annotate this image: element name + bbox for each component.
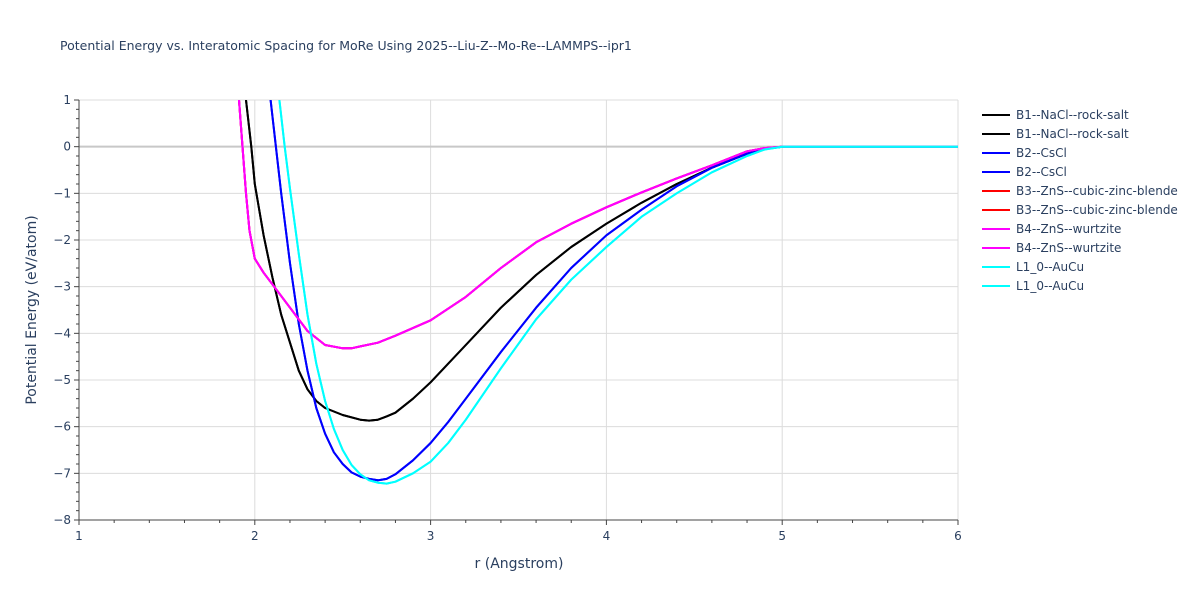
series-line-7[interactable] <box>238 100 958 350</box>
legend-item[interactable]: B4--ZnS--wurtzite <box>982 222 1121 236</box>
legend-item[interactable]: B2--CsCl <box>982 146 1067 160</box>
series-line-9[interactable] <box>278 100 958 485</box>
chart-title: Potential Energy vs. Interatomic Spacing… <box>60 38 632 53</box>
legend-item[interactable]: B1--NaCl--rock-salt <box>982 108 1129 122</box>
y-tick-label: −3 <box>53 280 71 294</box>
series-line-2[interactable] <box>269 100 958 482</box>
axes: 1 2 3 4 5 6 1 0 −1 −2 −3 −4 −5 −6 −7 −8 <box>53 93 962 543</box>
legend-label: L1_0--AuCu <box>1016 279 1084 293</box>
x-tick-label: 6 <box>954 529 962 543</box>
series-line-0[interactable] <box>245 100 958 422</box>
series-line-8[interactable] <box>278 100 958 485</box>
grid <box>79 99 959 520</box>
legend-label: L1_0--AuCu <box>1016 260 1084 274</box>
series-line-3[interactable] <box>269 100 958 482</box>
plot-area[interactable] <box>238 100 958 485</box>
x-tick-label: 4 <box>603 529 611 543</box>
x-axis-title: r (Angstrom) <box>475 556 564 572</box>
legend[interactable]: B1--NaCl--rock-salt B1--NaCl--rock-salt B2… <box>982 108 1178 293</box>
legend-label: B1--NaCl--rock-salt <box>1016 127 1129 141</box>
legend-label: B3--ZnS--cubic-zinc-blende <box>1016 184 1178 198</box>
legend-label: B4--ZnS--wurtzite <box>1016 222 1121 236</box>
y-axis-title: Potential Energy (eV/atom) <box>24 215 40 404</box>
series-line-6[interactable] <box>238 100 958 350</box>
series-line-4[interactable] <box>238 100 958 350</box>
legend-label: B2--CsCl <box>1016 165 1067 179</box>
legend-item[interactable]: B3--ZnS--cubic-zinc-blende <box>982 184 1178 198</box>
legend-item[interactable]: B3--ZnS--cubic-zinc-blende <box>982 203 1178 217</box>
legend-label: B2--CsCl <box>1016 146 1067 160</box>
x-tick-label: 1 <box>75 529 83 543</box>
legend-item[interactable]: B4--ZnS--wurtzite <box>982 241 1121 255</box>
legend-item[interactable]: B2--CsCl <box>982 165 1067 179</box>
x-tick-label: 3 <box>427 529 435 543</box>
x-tick-label: 2 <box>251 529 259 543</box>
y-tick-label: −2 <box>53 233 71 247</box>
y-tick-label: −8 <box>53 513 71 527</box>
series-line-1[interactable] <box>245 100 958 422</box>
y-tick-label: −4 <box>53 326 71 340</box>
y-tick-label: −1 <box>53 186 71 200</box>
y-tick-label: 0 <box>63 140 71 154</box>
y-tick-label: 1 <box>63 93 71 107</box>
legend-item[interactable]: B1--NaCl--rock-salt <box>982 127 1129 141</box>
y-tick-label: −6 <box>53 420 71 434</box>
legend-label: B4--ZnS--wurtzite <box>1016 241 1121 255</box>
legend-item[interactable]: L1_0--AuCu <box>982 279 1084 293</box>
legend-label: B3--ZnS--cubic-zinc-blende <box>1016 203 1178 217</box>
y-tick-label: −7 <box>53 466 71 480</box>
series-line-5[interactable] <box>238 100 958 350</box>
legend-item[interactable]: L1_0--AuCu <box>982 260 1084 274</box>
legend-label: B1--NaCl--rock-salt <box>1016 108 1129 122</box>
y-tick-label: −5 <box>53 373 71 387</box>
x-tick-label: 5 <box>778 529 786 543</box>
